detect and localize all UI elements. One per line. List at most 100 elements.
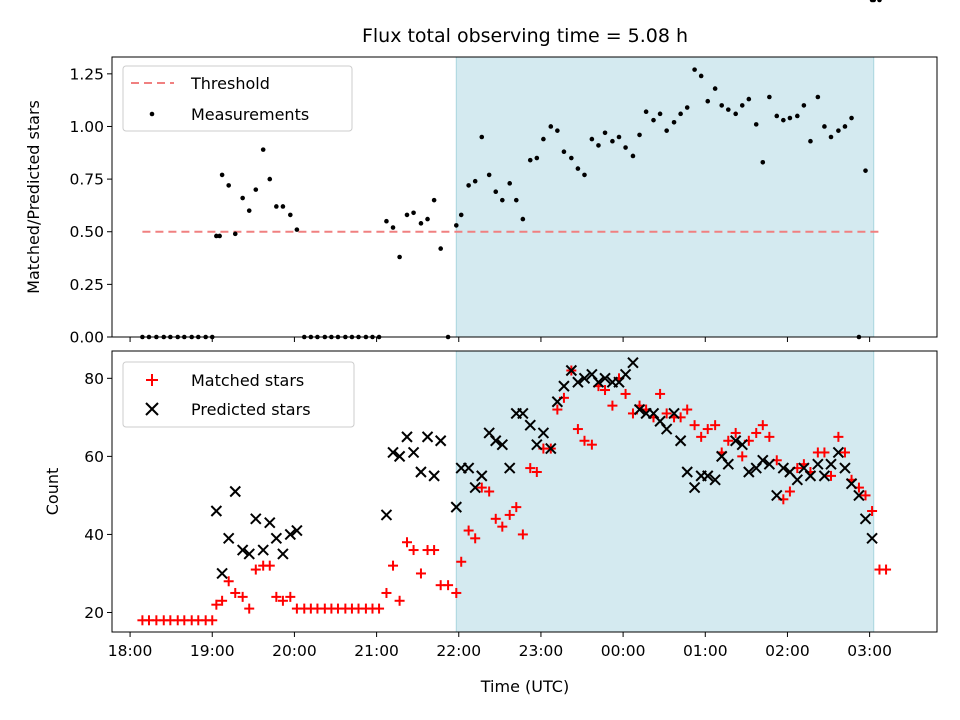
matched-star-marker [415, 568, 426, 579]
y-tick-label: 60 [84, 448, 104, 466]
predicted-star-marker-b [578, 372, 591, 385]
measurement-point [274, 204, 279, 209]
matched-star-marker [689, 420, 700, 431]
predicted-star-marker [804, 470, 817, 482]
predicted-star-marker [469, 481, 481, 494]
measurement-point [214, 233, 219, 239]
x-axis-label: Time (UTC) [480, 677, 569, 696]
predicted-star-marker-b [845, 477, 858, 490]
predicted-star-marker [537, 427, 550, 439]
measurement-point [280, 204, 286, 209]
measurement-point [684, 105, 690, 110]
matched-star-marker [394, 595, 405, 606]
matched-star-marker [451, 587, 462, 598]
x-tick-label: 20:00 [272, 642, 317, 660]
predicted-star-marker-b [729, 435, 742, 447]
predicted-star-marker [681, 466, 693, 478]
measurement-point [637, 132, 642, 138]
predicted-star-marker-b [558, 380, 570, 392]
measurement-point [781, 117, 786, 123]
predicted-star-marker-b [517, 407, 529, 420]
predicted-star-marker [434, 435, 447, 447]
measurement-point [493, 189, 499, 195]
predicted-star-marker-b [592, 376, 605, 388]
predicted-star-marker [825, 458, 837, 470]
matched-star-marker [784, 486, 795, 497]
measurement-point [725, 107, 731, 112]
matched-star-marker [607, 400, 618, 411]
predicted-star-marker-b [476, 470, 488, 482]
matched-star-marker [655, 388, 666, 399]
predicted-star-marker-b [619, 368, 632, 381]
matched-star-marker [757, 420, 768, 431]
predicted-star-marker-b [791, 474, 804, 486]
predicted-star-marker-b [222, 532, 235, 545]
matched-star-marker [552, 404, 563, 415]
measurement-point [267, 176, 273, 182]
predicted-star-marker [229, 485, 241, 498]
matched-star-marker [696, 431, 707, 442]
matched-star-marker [833, 431, 844, 442]
x-tick-label: 19:00 [190, 642, 235, 660]
measurement-point [240, 195, 245, 201]
predicted-star-marker [421, 431, 434, 443]
predicted-star-marker-b [633, 403, 646, 416]
matched-star-marker [572, 424, 583, 435]
predicted-star-marker-b [524, 419, 536, 431]
predicted-star-marker-b [599, 372, 611, 385]
measurement-point [458, 212, 464, 218]
predicted-star-marker [619, 368, 632, 381]
matched-star-marker [476, 482, 487, 493]
matched-star-marker [881, 564, 892, 575]
measurement-point [294, 227, 300, 232]
measurement-point [513, 197, 519, 203]
legend-measurements-label: Measurements [191, 105, 309, 124]
measurement-point [822, 124, 827, 129]
predicted-star-marker-b [496, 438, 509, 451]
measurement-point [589, 136, 595, 142]
predicted-star-marker-b [407, 446, 420, 459]
predicted-star-marker-b [284, 528, 297, 541]
predicted-star-marker [517, 407, 529, 420]
predicted-star-marker-b [551, 396, 564, 408]
count-marks [137, 351, 892, 632]
predicted-star-marker [660, 423, 673, 435]
ratio-panel: 0.00 0.25 0.50 0.75 1.00 1.25 Matched/Predict… [24, 0, 938, 347]
measurement-point [561, 149, 567, 155]
predicted-star-marker [415, 466, 427, 478]
y-tick-label: 20 [84, 604, 104, 622]
measurement-point [288, 212, 293, 218]
predicted-star-marker-b [565, 364, 578, 377]
predicted-star-marker [277, 548, 289, 560]
matched-star-marker [470, 533, 481, 544]
matched-star-marker [223, 576, 234, 587]
predicted-star-marker [702, 470, 714, 482]
predicted-star-marker-b [250, 513, 262, 525]
predicted-star-marker-b [428, 470, 440, 482]
matched-star-marker [463, 525, 474, 536]
measurement-point [877, 0, 882, 3]
predicted-star-marker-b [702, 470, 714, 482]
matched-star-marker [730, 427, 741, 438]
predicted-star-marker [771, 489, 783, 502]
measurement-point [671, 119, 677, 125]
matched-star-marker [429, 545, 440, 556]
legend-predicted-swatch [145, 402, 159, 416]
predicted-star-marker [853, 489, 865, 502]
measurement-point [753, 122, 759, 127]
chart-title: Flux total observing time = 5.08 h [362, 25, 688, 47]
predicted-star-marker-b [572, 376, 584, 388]
predicted-star-marker [818, 470, 831, 482]
count-y-axis-label: Count [43, 468, 62, 516]
predicted-star-marker [688, 481, 701, 494]
matched-star-marker [860, 490, 871, 501]
predicted-star-marker [633, 403, 646, 416]
predicted-star-marker-b [812, 458, 824, 470]
matched-star-marker [401, 537, 412, 548]
predicted-star-marker [524, 419, 536, 431]
matched-star-marker [374, 603, 385, 614]
predicted-star-marker [504, 462, 516, 474]
ratio-y-axis-label: Matched/Predicted stars [24, 100, 43, 294]
predicted-star-marker [257, 544, 269, 556]
